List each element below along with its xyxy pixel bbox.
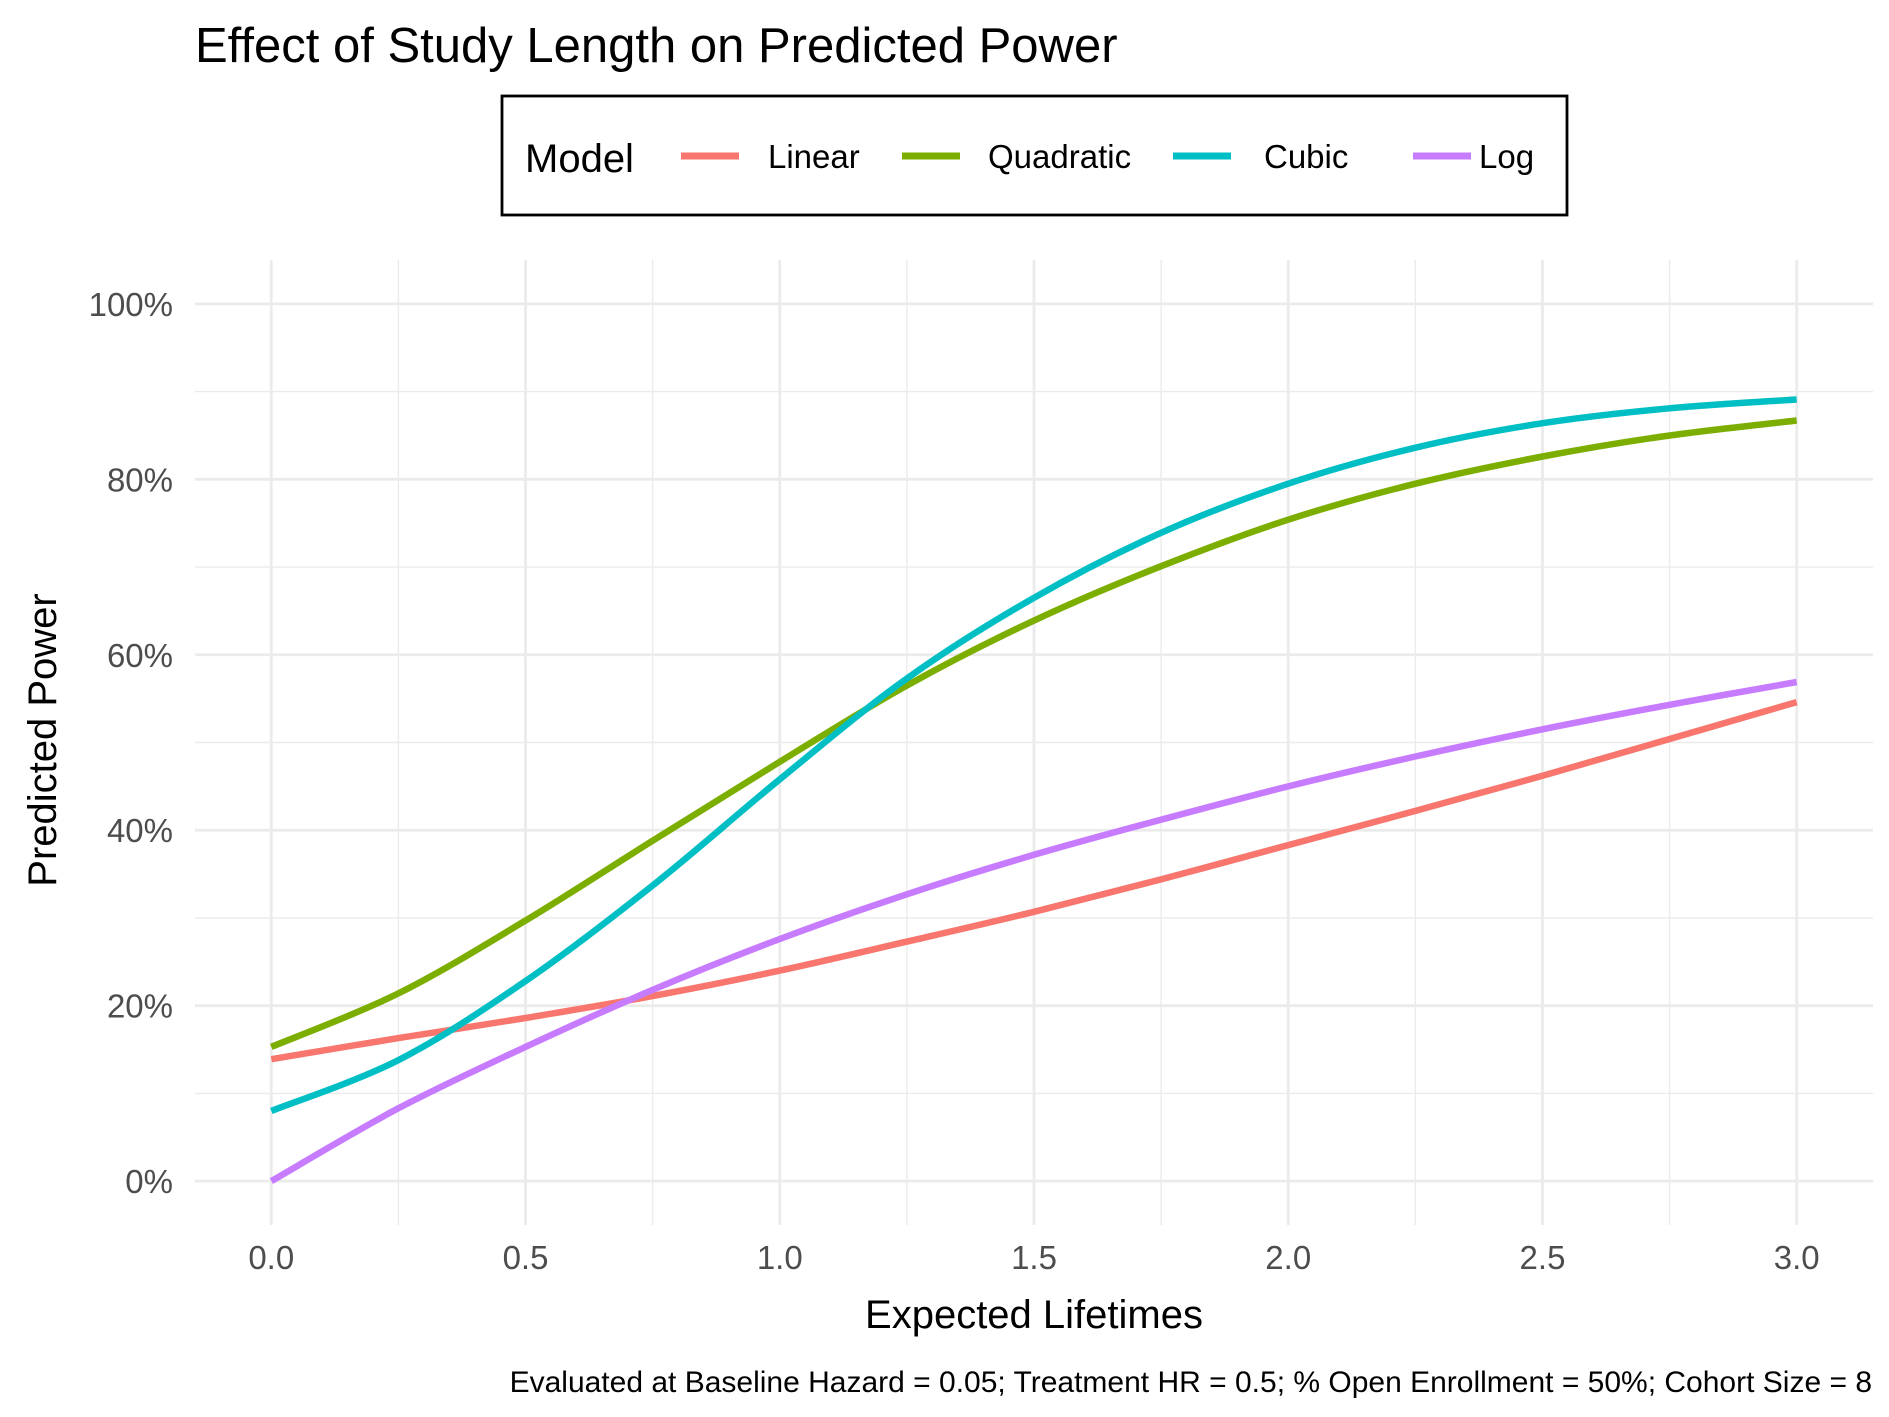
series-line-quadratic [270,417,1798,1050]
chart-caption: Evaluated at Baseline Hazard = 0.05; Tre… [510,1366,1872,1399]
series-line-linear [270,698,1798,1063]
legend-label-quadratic: Quadratic [988,138,1131,175]
series-line-cubic [270,396,1797,1115]
y-axis-title: Predicted Power [21,593,65,886]
y-tick-label: 40% [107,812,173,849]
legend-box [500,94,1569,217]
x-tick-label: 1.5 [1011,1239,1057,1276]
x-tick-label: 2.0 [1265,1239,1311,1276]
chart-title: Effect of Study Length on Predicted Powe… [195,19,1118,73]
y-tick-label: 100% [89,286,173,323]
y-tick-label: 80% [107,461,173,498]
y-tick-label: 60% [107,637,173,674]
y-tick-label: 0% [125,1163,173,1200]
x-tick-label: 0.5 [503,1239,549,1276]
x-tick-label: 2.5 [1520,1239,1566,1276]
legend: Model Linear Quadratic Cubic Log [500,94,1569,217]
legend-label-linear: Linear [768,138,860,175]
y-tick-label: 20% [107,988,173,1025]
legend-label-log: Log [1479,138,1534,175]
x-axis-title: Expected Lifetimes [865,1293,1203,1337]
x-tick-label: 1.0 [757,1239,803,1276]
series-line-log [269,678,1798,1184]
legend-label-cubic: Cubic [1264,138,1348,175]
legend-title: Model [525,137,634,181]
x-tick-label: 3.0 [1774,1239,1820,1276]
x-tick-label: 0.0 [248,1239,294,1276]
